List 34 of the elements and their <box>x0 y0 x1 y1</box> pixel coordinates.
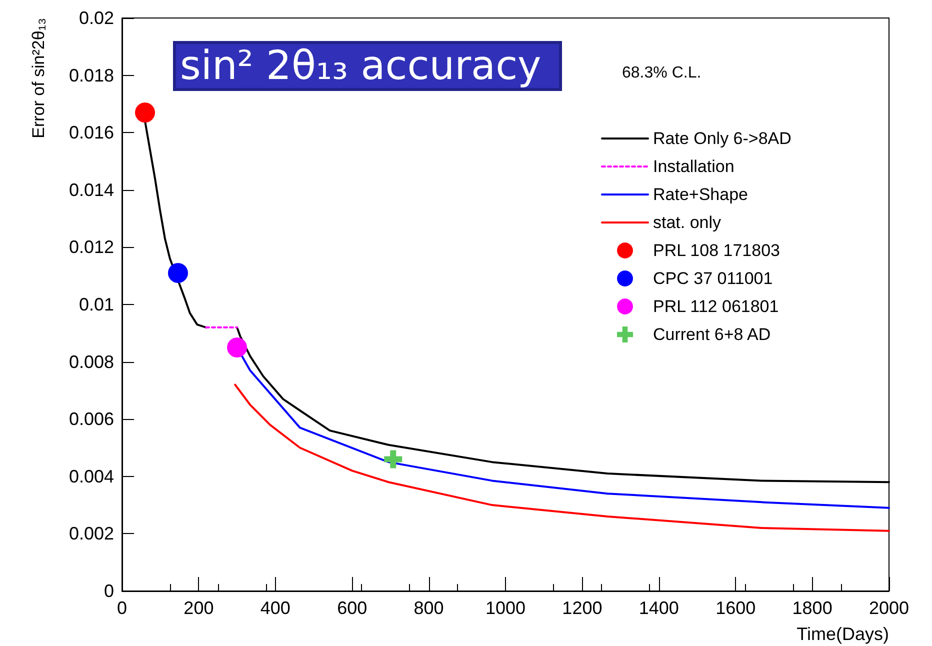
x-tick-label: 400 <box>260 598 290 618</box>
legend-label: Installation <box>653 157 734 176</box>
legend-label: Rate+Shape <box>653 185 748 204</box>
text: sin² 2θ₁₃ accuracy <box>180 43 542 89</box>
y-tick-label: 0 <box>104 581 114 601</box>
y-tick-label: 0.016 <box>68 122 114 143</box>
x-axis-title: Time(Days) <box>796 624 889 644</box>
x-tick-label: 0 <box>116 598 128 618</box>
y-tick-label: 0.012 <box>68 237 114 258</box>
y-tick-label: 0.014 <box>68 180 114 200</box>
legend-label: PRL 108 171803 <box>653 241 780 260</box>
legend-label: PRL 112 061801 <box>653 297 779 316</box>
x-tick-label: 1000 <box>485 598 526 618</box>
y-tick-label: 0.004 <box>68 466 114 486</box>
x-tick-label: 2000 <box>868 598 910 618</box>
x-tick-label: 1800 <box>792 598 832 618</box>
annotation: 68.3% C.L. <box>622 64 702 82</box>
y-tick-label: 0.006 <box>68 409 114 430</box>
y-tick-label: 0.02 <box>78 8 114 28</box>
legend-label: CPC 37 011001 <box>653 269 773 288</box>
y-tick-label: 0.008 <box>68 352 114 372</box>
legend-label: Current 6+8 AD <box>653 325 771 344</box>
y-tick-label: 0.002 <box>68 524 114 544</box>
x-tick-label: 1200 <box>562 598 602 618</box>
y-axis-title: Error of sin²2θ₁₃ <box>29 18 48 138</box>
legend-label: Rate Only 6->8AD <box>653 129 792 148</box>
x-tick-label: 1400 <box>638 598 679 618</box>
x-tick-label: 600 <box>337 598 368 618</box>
y-tick-label: 0.01 <box>78 294 114 314</box>
y-tick-label: 0.018 <box>68 65 114 86</box>
legend-label: stat. only <box>653 213 722 232</box>
x-tick-label: 1600 <box>716 598 756 618</box>
x-tick-label: 200 <box>184 598 214 618</box>
x-tick-label: 800 <box>414 598 444 618</box>
